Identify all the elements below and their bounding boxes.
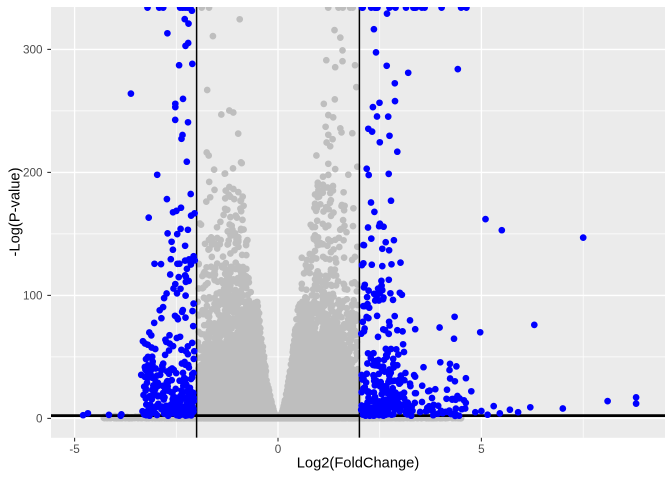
svg-text:300: 300 — [23, 44, 43, 57]
svg-text:100: 100 — [23, 290, 43, 303]
svg-text:5: 5 — [478, 443, 485, 456]
svg-text:200: 200 — [23, 167, 43, 180]
svg-text:Log2(FoldChange): Log2(FoldChange) — [297, 456, 419, 472]
svg-text:-5: -5 — [69, 443, 80, 456]
svg-text:0: 0 — [275, 443, 282, 456]
svg-text:-Log(P-value): -Log(P-value) — [7, 168, 23, 257]
svg-text:0: 0 — [36, 413, 43, 426]
